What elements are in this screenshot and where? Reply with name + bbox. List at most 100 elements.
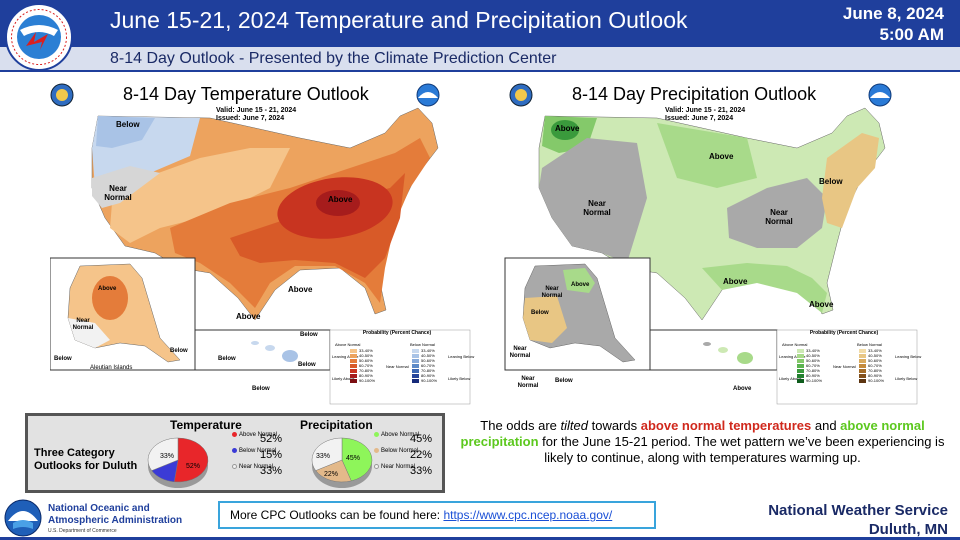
below-normal-nw-core [96, 116, 155, 148]
duluth-temp-heading: Temperature [170, 418, 242, 432]
temp-cat-below-text: Below Normal [239, 448, 277, 454]
near-normal-strip [92, 166, 160, 208]
precipitation-map [504, 83, 918, 405]
precip-legend-below-range-6: 90-100% [868, 378, 885, 383]
temp-legend-above-swatch-4 [350, 368, 357, 373]
precip-legend-above-swatch-5 [797, 373, 804, 378]
precip-legend-above-swatch-3 [797, 363, 804, 368]
temp-legend-title: Probability (Percent Chance) [362, 330, 432, 336]
precip-legend-above-swatch-4 [797, 368, 804, 373]
duluth-outlook-box: Three Category Outlooks for Duluth Tempe… [25, 413, 445, 493]
temp-legend-above-row-1: 40-50% [350, 353, 375, 358]
precip-cat-near: Near Normal [374, 464, 415, 471]
header-bar [0, 0, 960, 47]
footer-bottom-bar [0, 537, 960, 540]
temp-legend-below-row-5: 80-90% [412, 373, 437, 378]
temp-legend-below-row-2: 50-60% [412, 358, 437, 363]
precip-legend-below-range-5: 80-90% [868, 373, 882, 378]
precip-dot-below [374, 448, 379, 453]
message-part-2: towards [587, 418, 641, 433]
temp-legend-above-range-5: 80-90% [359, 373, 373, 378]
temp-label-above-south: Above [288, 285, 313, 294]
temp-pct-above: 52% [260, 433, 283, 445]
temp-legend-below-scale: 33-40% 40-50% 50-60% 60-70% 70-80% 80-90% 90-1… [412, 348, 437, 383]
alaska-above [563, 268, 595, 293]
hawaii-island-2 [265, 345, 275, 351]
precip-legend-below-row-1: 40-50% [859, 353, 884, 358]
precip-slice-label-2: 22% [324, 471, 338, 478]
precip-legend-above-row-1: 40-50% [797, 353, 822, 358]
temp-legend-above-swatch-5 [350, 373, 357, 378]
above-nw-core [551, 120, 579, 140]
temp-legend-below-range-4: 70-80% [421, 368, 435, 373]
noaa-name-line-1: National Oceanic and [48, 503, 150, 514]
message-part-1: The odds are [480, 418, 561, 433]
precip-legend-above-swatch-0 [797, 348, 804, 353]
precip-slice-above-normal [341, 437, 373, 482]
precip-legend-below-range-2: 50-60% [868, 358, 882, 363]
temp-legend-below-swatch-1 [412, 353, 419, 358]
temp-legend-below-swatch-0 [412, 348, 419, 353]
precip-legend-likely-above: Likely Above [779, 376, 802, 381]
temp-legend-below-range-1: 40-50% [421, 353, 435, 358]
duluth-precip-heading: Precipitation [300, 418, 373, 432]
temp-legend-above-row-6: 90-100% [350, 378, 375, 383]
hi-p-2 [718, 347, 728, 353]
noaa-name: National Oceanic and Atmospheric Adminis… [48, 503, 182, 527]
temp-legend-below-range-0: 33-40% [421, 348, 435, 353]
office-city-line: Duluth, MN [868, 521, 948, 538]
below-northeast [822, 133, 879, 228]
temperature-validity: Valid: June 15 - 21, 2024 Issued: June 7… [216, 107, 296, 123]
issue-datetime: June 8, 2024 5:00 AM [843, 3, 944, 45]
page-title: June 15-21, 2024 Temperature and Precipi… [110, 7, 688, 33]
temperature-map-title: 8-14 Day Temperature Outlook [123, 84, 369, 104]
precip-cat-below-text: Below Normal [381, 448, 419, 454]
issue-date: June 8, 2024 [842, 4, 944, 23]
precip-legend-below-swatch-6 [859, 378, 866, 383]
precip-legend-below-range-0: 33-40% [868, 348, 882, 353]
precip-legend-below-swatch-0 [859, 348, 866, 353]
precip-legend-below-scale: 33-40% 40-50% 50-60% 60-70% 70-80% 80-90% 90-1… [859, 348, 884, 383]
cpc-link-prefix: More CPC Outlooks can be found here: [230, 508, 444, 522]
ak-label-above: Above [98, 286, 117, 292]
temp-legend-below-swatch-4 [412, 368, 419, 373]
precip-legend-below-range-1: 40-50% [868, 353, 882, 358]
precip-legend-above-range-0: 33-40% [806, 348, 820, 353]
hawaii-inset [194, 329, 331, 371]
temperature-valid-line: Valid: June 15 - 21, 2024 [216, 107, 297, 114]
cpc-link[interactable]: https://www.cpc.ncep.noaa.gov/ [443, 508, 613, 522]
hi-label-below-1: Below [218, 356, 236, 362]
precip-label-above-nw: Above [555, 124, 580, 133]
temp-legend-likely-above: Likely Above [332, 376, 355, 381]
precip-legend-above-range-5: 80-90% [806, 373, 820, 378]
message-tilted: tilted [560, 418, 588, 433]
precip-legend-below-swatch-5 [859, 373, 866, 378]
temp-slice-label-1: 52% [186, 463, 200, 470]
temp-slice-above-normal [173, 437, 209, 483]
alaska-below [523, 296, 567, 343]
precip-label-above-gulf: Above [723, 277, 748, 286]
precip-legend-above-range-3: 60-70% [806, 363, 820, 368]
temp-label-near-normal: Near Normal [104, 184, 132, 202]
temp-legend-above-range-1: 40-50% [359, 353, 373, 358]
temp-legend-above-row-3: 60-70% [350, 363, 375, 368]
precip-legend-above-swatch-6 [797, 378, 804, 383]
temp-legend-near-normal: Near Normal [386, 364, 409, 369]
temp-legend-above-row-0: 33-40% [350, 348, 375, 353]
precip-legend-below-row-3: 60-70% [859, 363, 884, 368]
precip-legend-above-range-4: 70-80% [806, 368, 820, 373]
noaa-seal-wave-2 [870, 92, 890, 98]
hi-p-1 [703, 342, 711, 346]
temp-legend-leaning-below: Leaning Below [448, 354, 475, 359]
above-gulf [702, 263, 827, 313]
hi-label-below-2: Below [300, 332, 318, 338]
precip-pct-above: 45% [410, 433, 433, 445]
precip-legend-below-range-4: 70-80% [868, 368, 882, 373]
ak-p-label-above: Above [571, 282, 590, 288]
temp-legend-above-swatch-2 [350, 358, 357, 363]
office-name-line: National Weather Service [768, 502, 948, 519]
precip-legend-below-row-0: 33-40% [859, 348, 884, 353]
precip-legend-below-row-5: 80-90% [859, 373, 884, 378]
temp-legend-below-swatch-3 [412, 363, 419, 368]
temp-legend-below-range-6: 90-100% [421, 378, 438, 383]
